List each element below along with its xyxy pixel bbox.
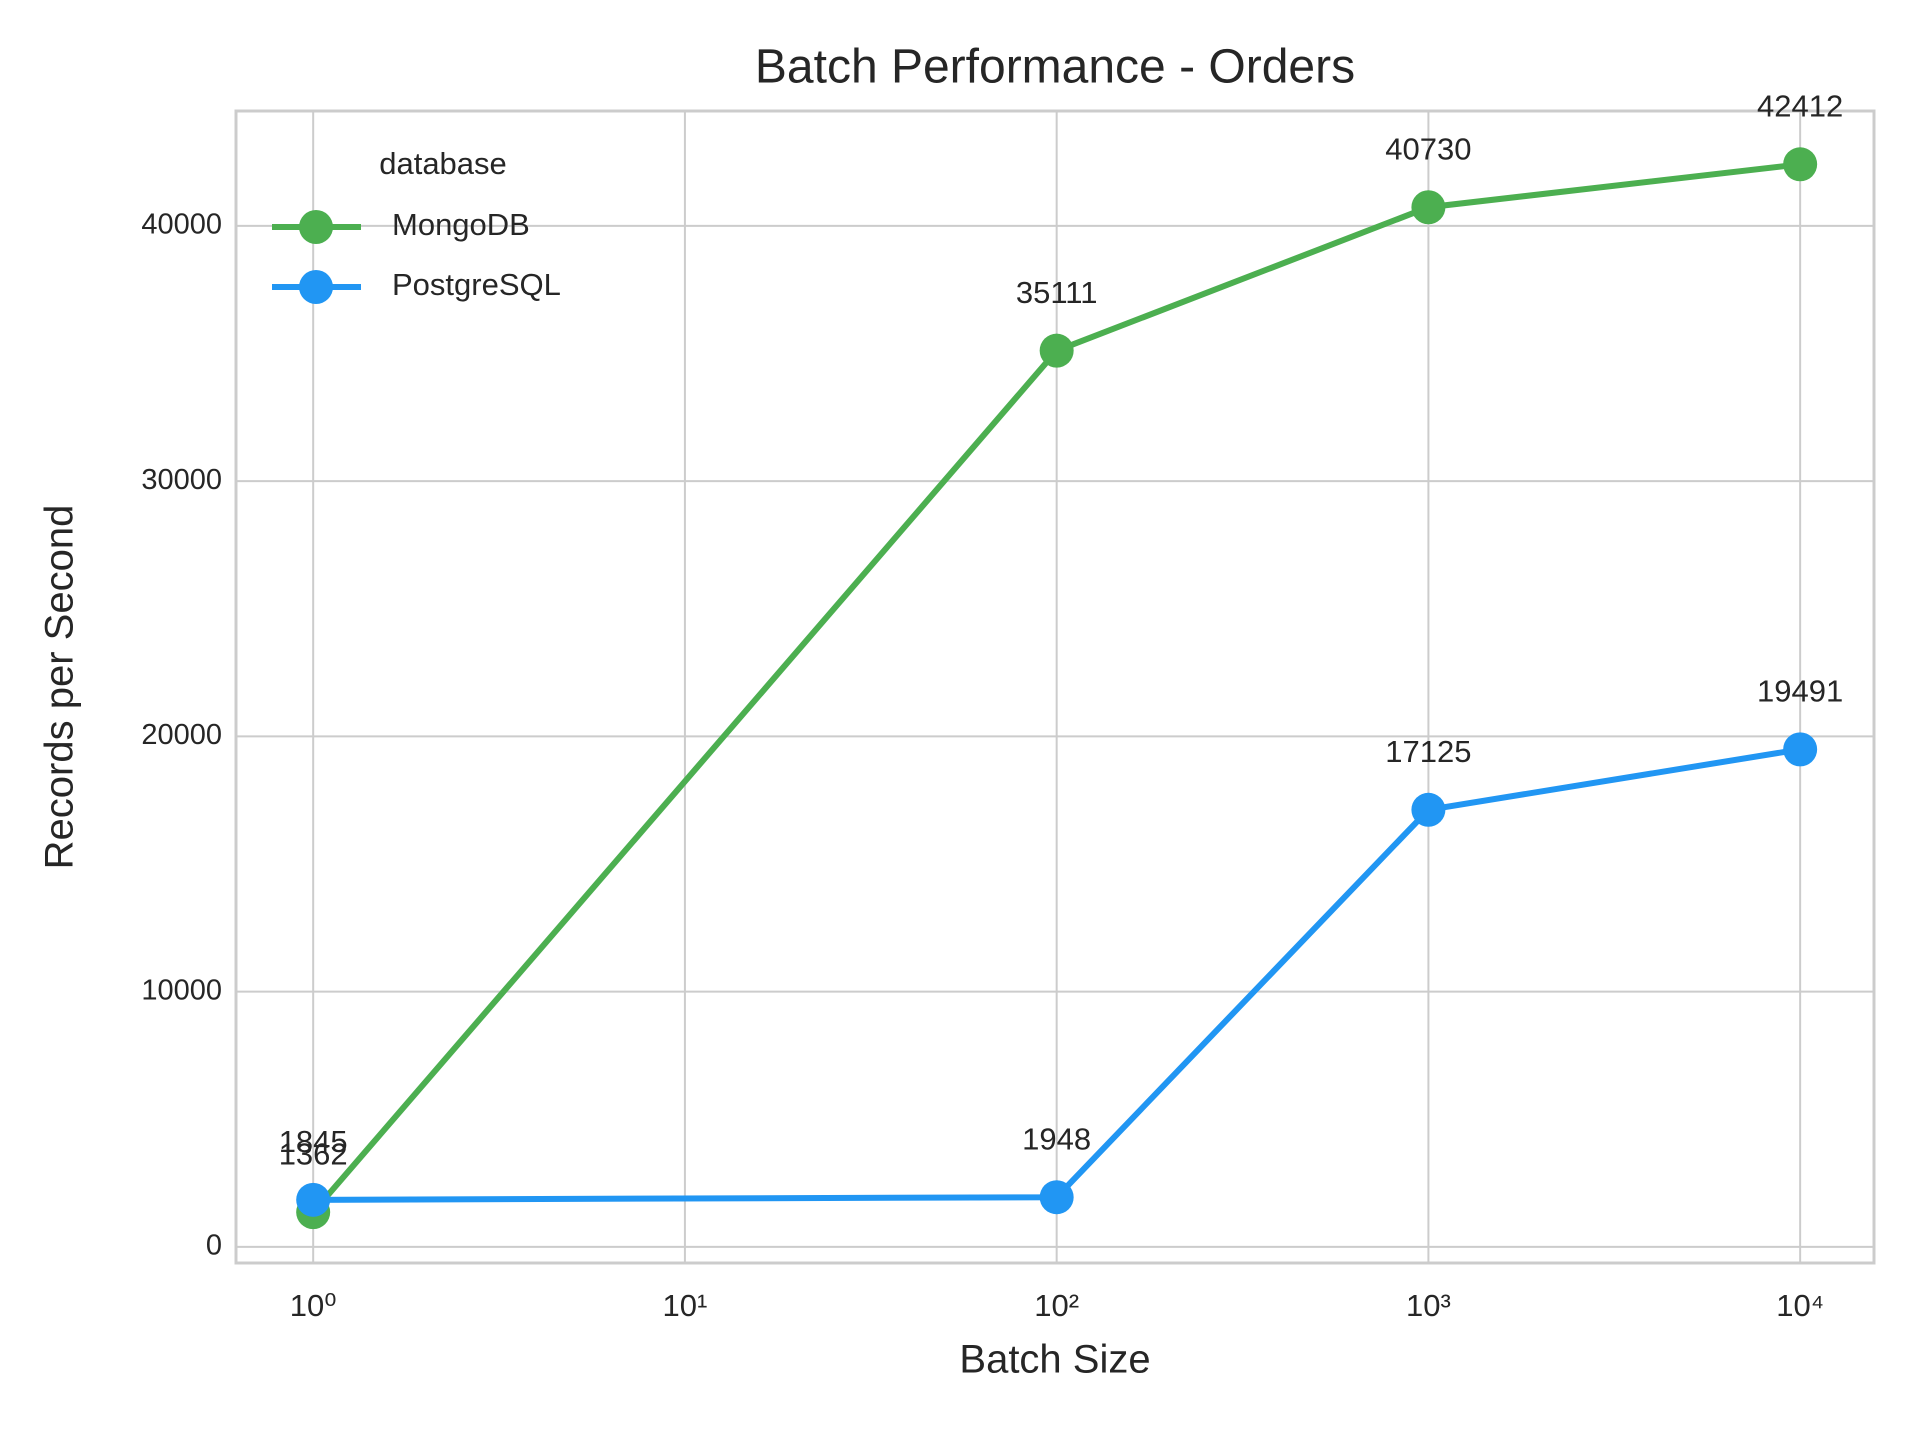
- value-label: 19491: [1757, 674, 1843, 709]
- x-axis-label: Batch Size: [959, 1338, 1150, 1382]
- series-line: [310, 161, 1801, 1215]
- value-label: 1845: [279, 1124, 348, 1159]
- value-label: 17125: [1385, 734, 1471, 769]
- legend-label: PostgreSQL: [392, 267, 561, 302]
- value-label: 35111: [1016, 275, 1098, 310]
- y-tick-label: 10000: [141, 974, 222, 1006]
- y-tick-label: 20000: [141, 719, 222, 751]
- value-label: 42412: [1757, 88, 1843, 123]
- point: [1411, 792, 1446, 827]
- legend-title: database: [379, 146, 507, 181]
- x-tick-label: 10²: [1034, 1288, 1079, 1323]
- point: [1783, 147, 1818, 182]
- point: [1039, 1180, 1074, 1215]
- point: [1783, 732, 1818, 767]
- legend-label: MongoDB: [392, 207, 530, 242]
- y-tick-label: 40000: [141, 209, 222, 241]
- y-tick-label: 0: [206, 1230, 222, 1262]
- point: [1039, 333, 1074, 368]
- value-label: 40730: [1385, 131, 1471, 166]
- plot-frame: [234, 109, 1876, 1265]
- y-tick-label: 30000: [141, 464, 222, 496]
- x-tick-label: 10⁰: [290, 1288, 337, 1323]
- x-tick-label: 10³: [1406, 1288, 1451, 1323]
- value-label: 1362: [279, 1136, 348, 1171]
- value-label: 1948: [1022, 1121, 1091, 1156]
- x-tick-label: 10¹: [663, 1288, 708, 1323]
- x-tick-label: 10⁴: [1776, 1288, 1824, 1323]
- chart-title: Batch Performance - Orders: [755, 41, 1355, 94]
- point: [296, 1182, 331, 1217]
- legend-marker: [299, 210, 333, 244]
- series-line: [313, 746, 1801, 1203]
- legend-marker: [299, 270, 333, 304]
- y-axis-label: Records per Second: [38, 505, 82, 870]
- point: [1411, 190, 1446, 225]
